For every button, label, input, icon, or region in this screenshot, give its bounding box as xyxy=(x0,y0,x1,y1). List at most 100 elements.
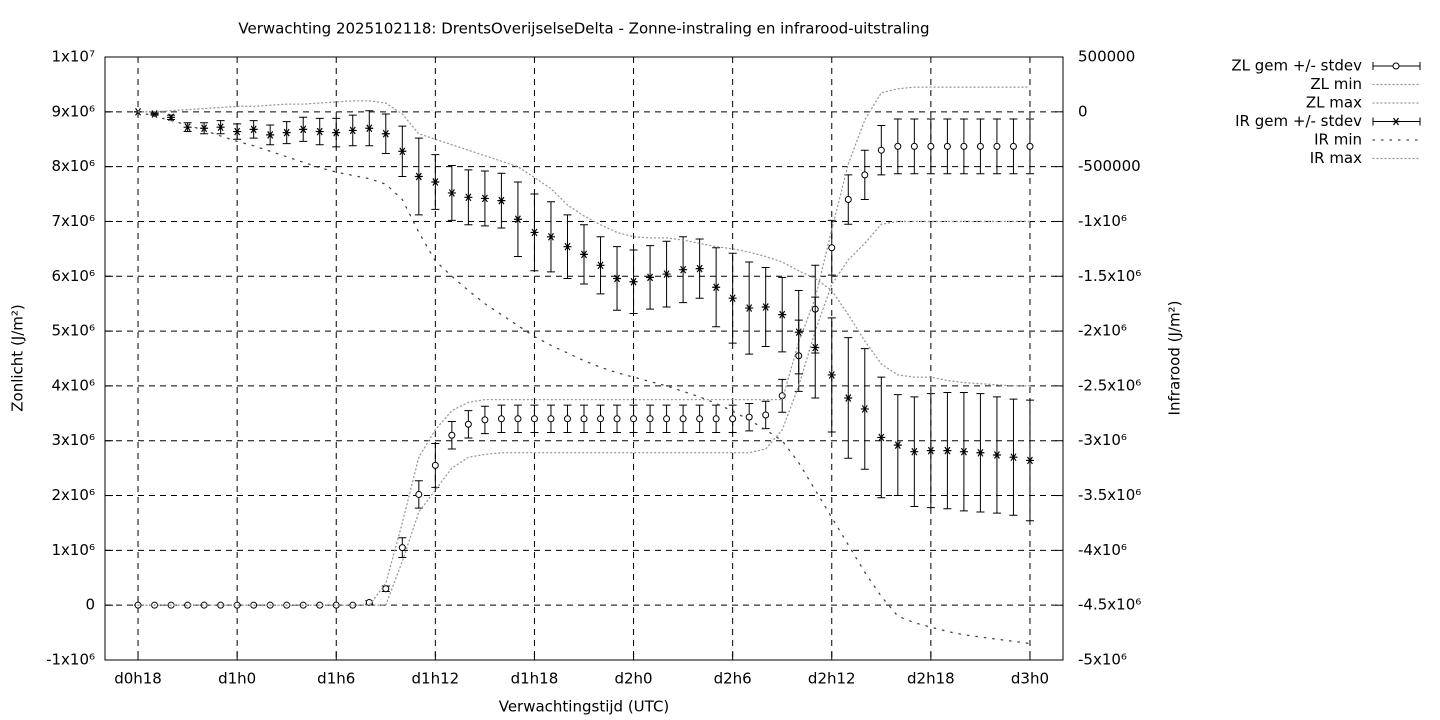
data-point xyxy=(1025,456,1034,465)
data-point xyxy=(976,448,985,457)
data-point xyxy=(480,194,489,203)
x-tick-label: d1h12 xyxy=(412,670,460,688)
data-point xyxy=(398,147,407,156)
data-point xyxy=(943,446,952,455)
x-tick-label: d2h18 xyxy=(907,670,955,688)
data-point xyxy=(877,146,885,154)
data-point xyxy=(448,431,456,439)
data-point xyxy=(382,585,390,593)
legend-label: IR max xyxy=(1310,149,1362,167)
data-point xyxy=(580,250,588,259)
legend-marker xyxy=(1392,62,1400,70)
data-point xyxy=(530,415,538,423)
data-point xyxy=(960,142,968,150)
data-point xyxy=(332,128,341,137)
data-point xyxy=(877,433,886,442)
data-point xyxy=(1026,142,1034,150)
data-point xyxy=(348,126,357,135)
y-tick-label: 1x10⁷ xyxy=(51,48,95,66)
legend-label: ZL max xyxy=(1306,94,1362,112)
y2-tick-label: -2.5x10⁶ xyxy=(1078,376,1141,394)
series-line xyxy=(137,100,1031,387)
data-point xyxy=(183,123,192,132)
data-point xyxy=(580,415,588,423)
y2-tick-label: 0 xyxy=(1078,102,1088,120)
y2-tick-label: -3.5x10⁶ xyxy=(1078,486,1141,504)
data-point xyxy=(844,394,853,402)
data-point xyxy=(1009,453,1018,462)
series-line xyxy=(137,86,1031,606)
data-point xyxy=(547,415,555,423)
data-point xyxy=(893,441,902,449)
plot-frame xyxy=(104,56,1064,661)
data-point xyxy=(976,142,984,150)
x-tick-label: d0h18 xyxy=(114,670,162,688)
data-point xyxy=(828,244,836,252)
data-point xyxy=(844,196,852,204)
data-point xyxy=(546,232,555,241)
data-point xyxy=(200,124,209,133)
y2-tick-label: -1x10⁶ xyxy=(1078,212,1127,230)
y-axis-title: Zonlicht (J/m²) xyxy=(9,304,27,412)
x-tick-label: d3h0 xyxy=(1011,670,1049,688)
data-point xyxy=(761,303,770,311)
data-point xyxy=(745,304,754,312)
data-point xyxy=(447,189,456,197)
data-point xyxy=(927,142,935,150)
data-point xyxy=(216,123,225,132)
y-tick-label: 2x10⁶ xyxy=(51,486,95,504)
y2-tick-label: -4x10⁶ xyxy=(1078,541,1127,559)
data-point xyxy=(663,415,671,423)
data-point xyxy=(596,261,605,270)
legend-label: ZL gem +/- stdev xyxy=(1231,57,1362,75)
x-tick-label: d2h6 xyxy=(714,670,752,688)
y2-tick-label: -4.5x10⁶ xyxy=(1078,596,1141,614)
data-point xyxy=(894,142,902,150)
data-point xyxy=(431,178,440,186)
data-point xyxy=(497,415,505,423)
data-point xyxy=(514,415,522,423)
data-point xyxy=(630,415,638,423)
data-point xyxy=(282,128,291,137)
data-point xyxy=(794,328,803,337)
y-tick-label: -1x10⁶ xyxy=(46,651,95,669)
data-point xyxy=(530,228,539,237)
legend-marker xyxy=(1392,117,1400,126)
y2-tick-label: -5x10⁶ xyxy=(1078,651,1127,669)
y-tick-label: 4x10⁶ xyxy=(51,376,95,394)
data-point xyxy=(762,411,770,419)
data-point xyxy=(431,461,439,469)
data-point xyxy=(646,415,654,423)
legend-label: IR min xyxy=(1314,131,1362,149)
y-tick-label: 8x10⁶ xyxy=(51,157,95,175)
data-point xyxy=(861,171,869,179)
x-axis-title: Verwachtingstijd (UTC) xyxy=(499,698,670,716)
x-tick-label: d1h18 xyxy=(511,670,559,688)
data-point xyxy=(712,283,721,292)
data-point xyxy=(365,124,374,133)
data-point xyxy=(926,446,935,455)
data-point xyxy=(679,415,687,423)
data-point xyxy=(910,142,918,150)
data-point xyxy=(943,142,951,150)
y2-tick-label: -500000 xyxy=(1078,157,1141,175)
data-point xyxy=(266,130,275,139)
data-point xyxy=(597,415,605,423)
data-point xyxy=(315,127,324,136)
y2-tick-label: -2x10⁶ xyxy=(1078,322,1127,340)
y2-tick-label: 500000 xyxy=(1078,48,1135,66)
data-point xyxy=(827,371,836,379)
data-point xyxy=(778,310,787,319)
data-point xyxy=(679,265,688,274)
data-point xyxy=(992,451,1001,459)
x-tick-label: d2h12 xyxy=(808,670,856,688)
data-point xyxy=(695,264,704,273)
data-point xyxy=(299,125,308,134)
legend-label: ZL min xyxy=(1310,75,1362,93)
data-point xyxy=(563,242,572,251)
data-point xyxy=(910,447,919,456)
legend-label: IR gem +/- stdev xyxy=(1235,112,1362,130)
data-point xyxy=(464,193,473,202)
